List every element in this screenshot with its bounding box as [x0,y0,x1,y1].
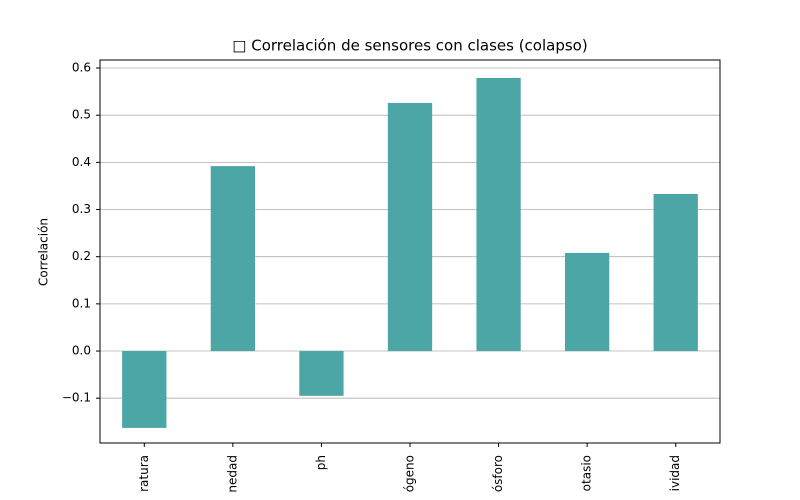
y-tick-label: −0.1 [62,391,91,405]
y-tick-label: 0.3 [72,202,91,216]
y-tick-label: 0.2 [72,249,91,263]
x-tick-label: ph [314,455,328,470]
y-tick-label: 0.4 [72,155,91,169]
x-tick-label: otasio [580,455,594,491]
y-tick-label: 0.5 [72,108,91,122]
bar [565,252,610,352]
bar [653,193,698,352]
bar [210,166,255,352]
y-tick-label: 0.1 [72,296,91,310]
bar [122,351,167,428]
bar [387,102,433,352]
x-tick-label: ósforo [491,455,505,492]
bar [476,77,521,352]
x-tick-label: ividad [668,455,682,491]
plot-frame [99,59,721,444]
bar [299,351,344,396]
x-tick-label: nedad [225,455,239,493]
y-tick-label: 0.6 [72,61,91,75]
y-axis-label: Correlación [37,218,51,286]
x-tick-label: ratura [137,455,151,492]
chart-title: □ Correlación de sensores con clases (co… [232,37,587,55]
y-tick-label: 0.0 [72,344,91,358]
x-tick-label: ógeno [403,455,417,492]
